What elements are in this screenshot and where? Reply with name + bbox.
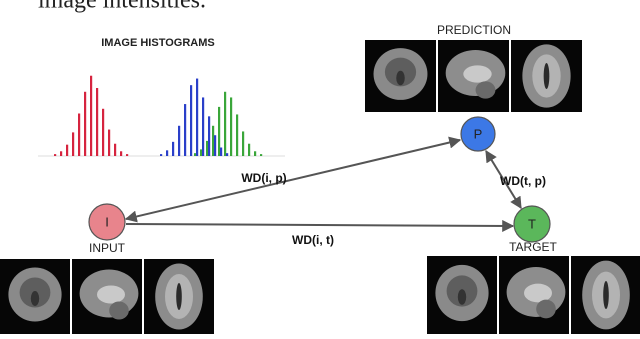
histogram-bar	[206, 140, 209, 156]
histogram-bar	[96, 88, 99, 156]
histogram-bar	[78, 113, 81, 156]
brain-detail	[524, 283, 552, 303]
brain-detail	[457, 289, 467, 305]
brain-detail	[30, 291, 40, 306]
histogram-bar	[166, 150, 169, 156]
brain-detail	[109, 301, 129, 320]
histogram	[54, 75, 263, 156]
histogram-bar	[230, 97, 233, 156]
histogram-bar	[254, 151, 257, 156]
histogram-bar	[236, 114, 239, 156]
histogram-bar	[90, 75, 93, 156]
histogram-bar	[160, 154, 163, 156]
histogram-bar	[120, 151, 123, 156]
node-target	[513, 205, 551, 243]
header-text: image intensities.	[38, 0, 206, 14]
histogram-bar	[184, 104, 187, 156]
histogram-bar	[194, 153, 197, 156]
edge-label: WD(i, t)	[292, 233, 334, 247]
histogram-bar	[102, 108, 105, 156]
node-input	[88, 203, 126, 241]
node-label: I	[105, 214, 109, 229]
histogram-bar	[202, 97, 205, 156]
histogram-bar	[178, 125, 181, 156]
histogram-bar	[84, 91, 87, 156]
histogram-bar	[114, 143, 117, 156]
brain-detail	[603, 280, 609, 310]
brain-detail	[176, 283, 182, 310]
histogram-bar	[224, 91, 227, 156]
histogram-bar	[196, 78, 199, 156]
histogram-bar	[212, 125, 215, 156]
histogram-bar	[208, 116, 211, 156]
histogram-bar	[214, 135, 217, 156]
node-caption: TARGET	[509, 240, 557, 254]
histogram-bar	[242, 131, 245, 156]
histogram-bar	[172, 141, 175, 156]
histogram-bar	[248, 143, 251, 156]
node-label: T	[528, 216, 536, 231]
edge-label: WD(i, p)	[241, 171, 286, 185]
histogram-bar	[200, 149, 203, 156]
edge-i-t	[125, 219, 515, 232]
brain-detail	[463, 65, 492, 83]
histogram-bar	[226, 153, 229, 156]
brain-detail	[475, 81, 496, 99]
histogram-bar	[108, 129, 111, 156]
node-prediction	[460, 116, 496, 152]
histogram-bar	[260, 154, 263, 156]
histogram-bar	[54, 154, 57, 156]
histogram-title: IMAGE HISTOGRAMS	[101, 37, 214, 49]
histogram-bar	[126, 154, 129, 156]
node-caption: PREDICTION	[437, 23, 511, 37]
histogram-bar	[190, 85, 193, 156]
brain-detail	[97, 285, 125, 304]
brain-detail	[396, 70, 405, 86]
edge-i-p	[124, 136, 462, 223]
histogram-bar	[60, 151, 63, 156]
brain-detail	[543, 63, 550, 89]
histogram-bar	[220, 147, 223, 156]
histogram-bar	[218, 106, 221, 156]
histogram-bar	[66, 144, 69, 156]
image-panels	[0, 40, 640, 334]
brain-detail	[536, 299, 556, 319]
edge-t-p	[485, 149, 522, 210]
histogram-bar	[72, 132, 75, 156]
node-label: P	[474, 126, 483, 141]
edge-label: WD(t, p)	[500, 174, 546, 188]
node-caption: INPUT	[89, 241, 126, 255]
